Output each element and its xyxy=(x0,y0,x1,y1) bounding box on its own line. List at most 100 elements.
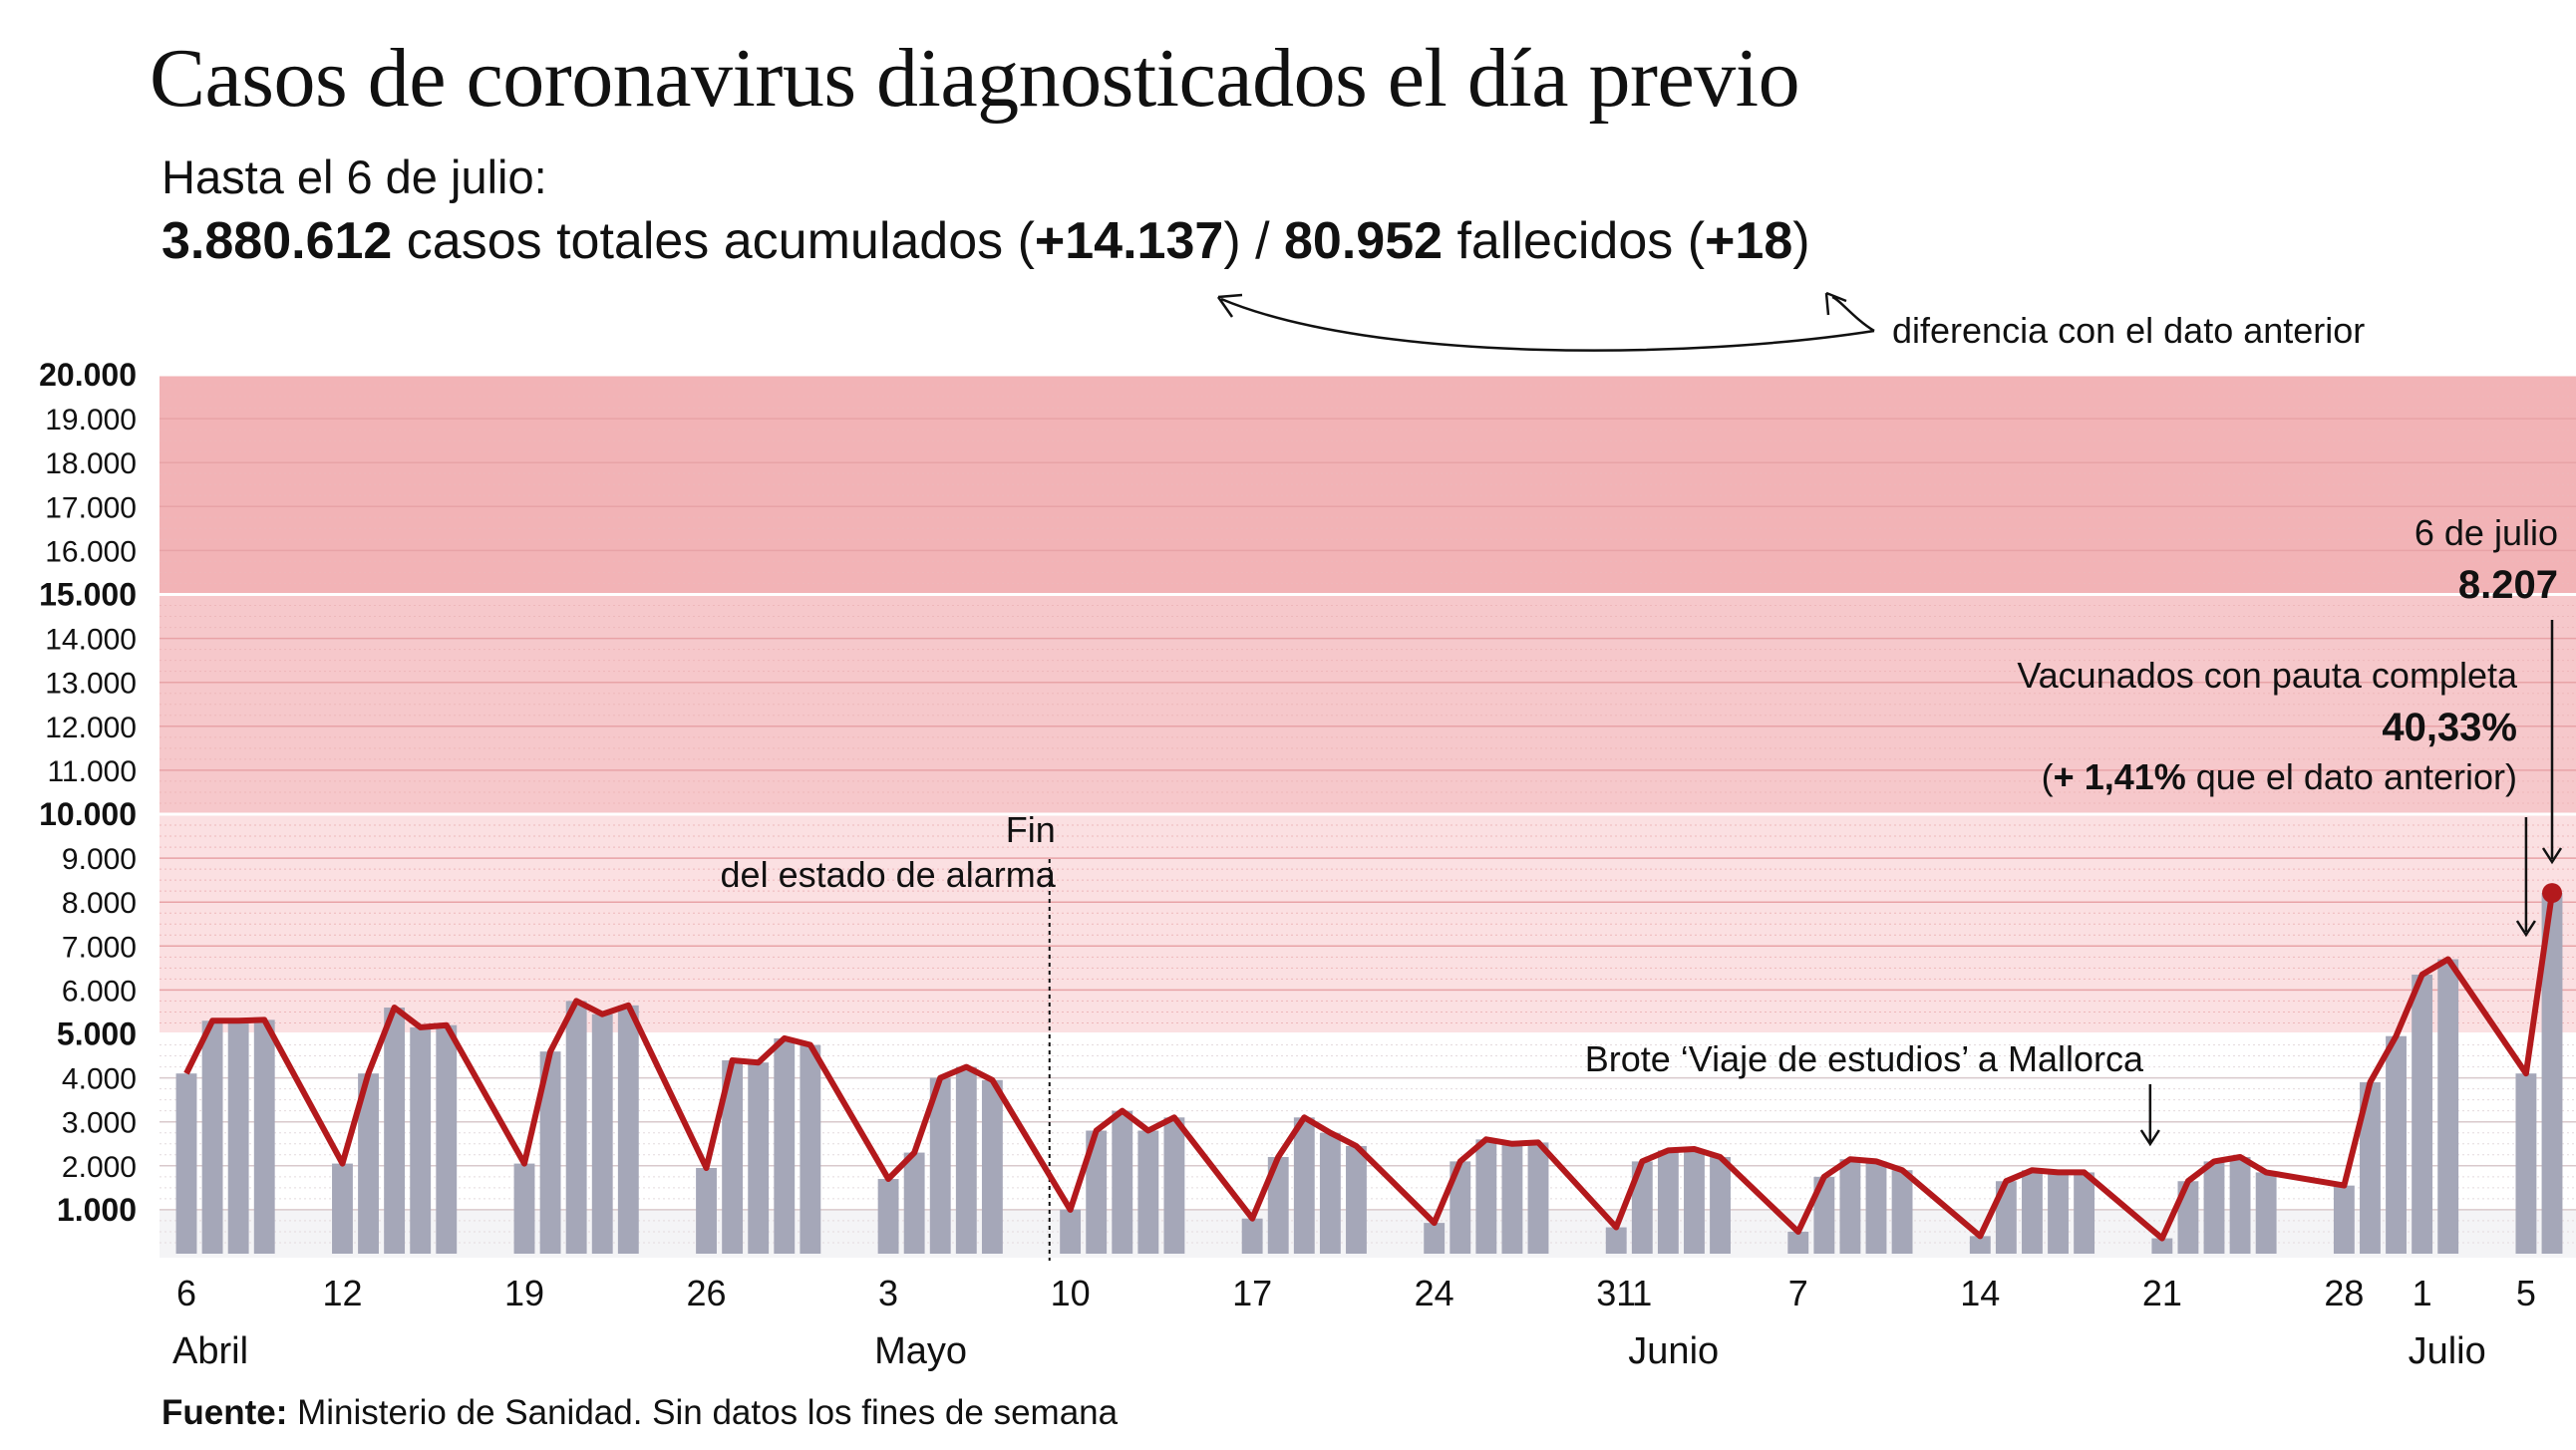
bar xyxy=(539,1051,561,1254)
grid-lines xyxy=(160,373,2576,1244)
last-value-label: 8.207 xyxy=(2458,563,2558,607)
y-tick-label: 13.000 xyxy=(45,668,137,701)
bar xyxy=(2515,1073,2537,1254)
bar xyxy=(1241,1218,1263,1254)
x-tick-label: 28 xyxy=(2324,1273,2364,1313)
bar xyxy=(955,1066,977,1254)
source-text: Ministerio de Sanidad. Sin datos los fin… xyxy=(297,1393,1119,1432)
month-labels: Abril Mayo Junio Julio xyxy=(172,1330,2486,1372)
bar xyxy=(1086,1130,1108,1254)
last-value-arrow-head xyxy=(2541,847,2563,865)
y-tick-label: 19.000 xyxy=(45,404,137,436)
bar xyxy=(1267,1156,1289,1254)
total-cases-text: casos totales acumulados ( xyxy=(406,212,1035,270)
x-tick-label: 24 xyxy=(1415,1273,1454,1313)
bar xyxy=(2541,893,2563,1254)
bar xyxy=(201,1020,223,1254)
month-label: Mayo xyxy=(874,1330,967,1372)
bar xyxy=(1995,1181,2017,1254)
diff-arrow-deaths xyxy=(1831,295,1875,333)
y-tick-label: 17.000 xyxy=(45,491,137,524)
bar xyxy=(227,1020,249,1254)
bar xyxy=(1605,1227,1627,1254)
bar xyxy=(253,1019,275,1254)
x-tick-label: 6 xyxy=(176,1273,196,1313)
bar xyxy=(332,1163,353,1254)
x-tick-label: 5 xyxy=(2516,1273,2536,1313)
bar xyxy=(175,1073,197,1254)
chart-title: Casos de coronavirus diagnosticados el d… xyxy=(150,32,1800,125)
x-axis-ticks: 6 12 19 26 3 10 17 24 311 7 14 21 28 1 5 xyxy=(176,1273,2536,1313)
alarm-annotation-line1: Fin xyxy=(1006,809,1056,850)
bar xyxy=(2074,1172,2095,1254)
bar xyxy=(2360,1082,2381,1254)
source-label: Fuente: xyxy=(161,1393,288,1432)
close-paren: ) xyxy=(1792,212,1810,270)
y-tick-label: 12.000 xyxy=(45,712,137,744)
vac-diff-open: ( xyxy=(2042,756,2054,797)
x-tick-label: 26 xyxy=(687,1273,727,1313)
diff-note-label: diferencia con el dato anterior xyxy=(1892,310,2365,351)
end-arrows xyxy=(2515,620,2563,938)
bar xyxy=(1475,1139,1497,1254)
summary-date-line: Hasta el 6 de julio: xyxy=(161,150,547,203)
bar xyxy=(2437,959,2459,1254)
bar xyxy=(1787,1231,1809,1254)
bar xyxy=(565,1001,587,1254)
bar xyxy=(1112,1110,1133,1254)
bar xyxy=(877,1179,899,1254)
bar xyxy=(1449,1161,1471,1254)
y-tick-label: 4.000 xyxy=(62,1063,137,1096)
bar xyxy=(591,1014,613,1254)
y-tick-label: 1.000 xyxy=(57,1192,137,1228)
bar xyxy=(1293,1117,1315,1254)
y-tick-label: 7.000 xyxy=(62,931,137,964)
bar xyxy=(2229,1156,2251,1254)
bar xyxy=(513,1163,535,1254)
x-tick-label: 1 xyxy=(1632,1273,1652,1313)
y-tick-label: 8.000 xyxy=(62,887,137,920)
bar xyxy=(1501,1143,1523,1254)
bar xyxy=(410,1026,432,1254)
x-tick-label: 7 xyxy=(1788,1273,1808,1313)
bar xyxy=(981,1079,1003,1254)
bar xyxy=(2203,1161,2225,1254)
bar xyxy=(800,1044,821,1254)
y-tick-label: 6.000 xyxy=(62,975,137,1008)
y-tick-label: 16.000 xyxy=(45,535,137,568)
y-tick-label: 18.000 xyxy=(45,447,137,480)
y-tick-label: 15.000 xyxy=(39,577,137,613)
y-tick-label: 9.000 xyxy=(62,843,137,876)
y-tick-label: 20.000 xyxy=(39,357,137,393)
bar xyxy=(929,1077,951,1254)
month-label: Abril xyxy=(172,1330,248,1372)
x-tick-label: 31 xyxy=(1596,1273,1636,1313)
x-tick-label: 21 xyxy=(2142,1273,2182,1313)
separator-text: ) / xyxy=(1223,212,1284,270)
bar xyxy=(1631,1161,1653,1254)
last-date-label: 6 de julio xyxy=(2415,512,2558,553)
bar xyxy=(384,1008,406,1254)
bar xyxy=(2386,1035,2407,1254)
total-deaths-text: fallecidos ( xyxy=(1456,212,1706,270)
vaccinated-arrow-head xyxy=(2515,920,2536,938)
bar xyxy=(2048,1172,2069,1254)
diff-arrow-cases xyxy=(1220,297,1875,352)
x-tick-label: 17 xyxy=(1232,1273,1272,1313)
bar xyxy=(1424,1223,1446,1254)
bar xyxy=(1865,1161,1887,1254)
cases-line xyxy=(183,892,2555,1242)
y-tick-label: 5.000 xyxy=(57,1016,137,1052)
bar xyxy=(1060,1209,1082,1254)
bar xyxy=(1684,1149,1705,1254)
source-note: Fuente: Ministerio de Sanidad. Sin datos… xyxy=(161,1393,1118,1433)
x-tick-label: 3 xyxy=(878,1273,898,1313)
bar xyxy=(1137,1130,1159,1254)
y-tick-label: 3.000 xyxy=(62,1107,137,1140)
bar xyxy=(1710,1156,1731,1254)
y-tick-label: 10.000 xyxy=(39,796,137,832)
bar xyxy=(903,1152,925,1254)
summary-totals-line: 3.880.612 casos totales acumulados (+14.… xyxy=(161,211,1810,271)
outbreak-arrow xyxy=(2139,1084,2160,1147)
vac-diff-rest: que el dato anterior) xyxy=(2186,756,2517,797)
